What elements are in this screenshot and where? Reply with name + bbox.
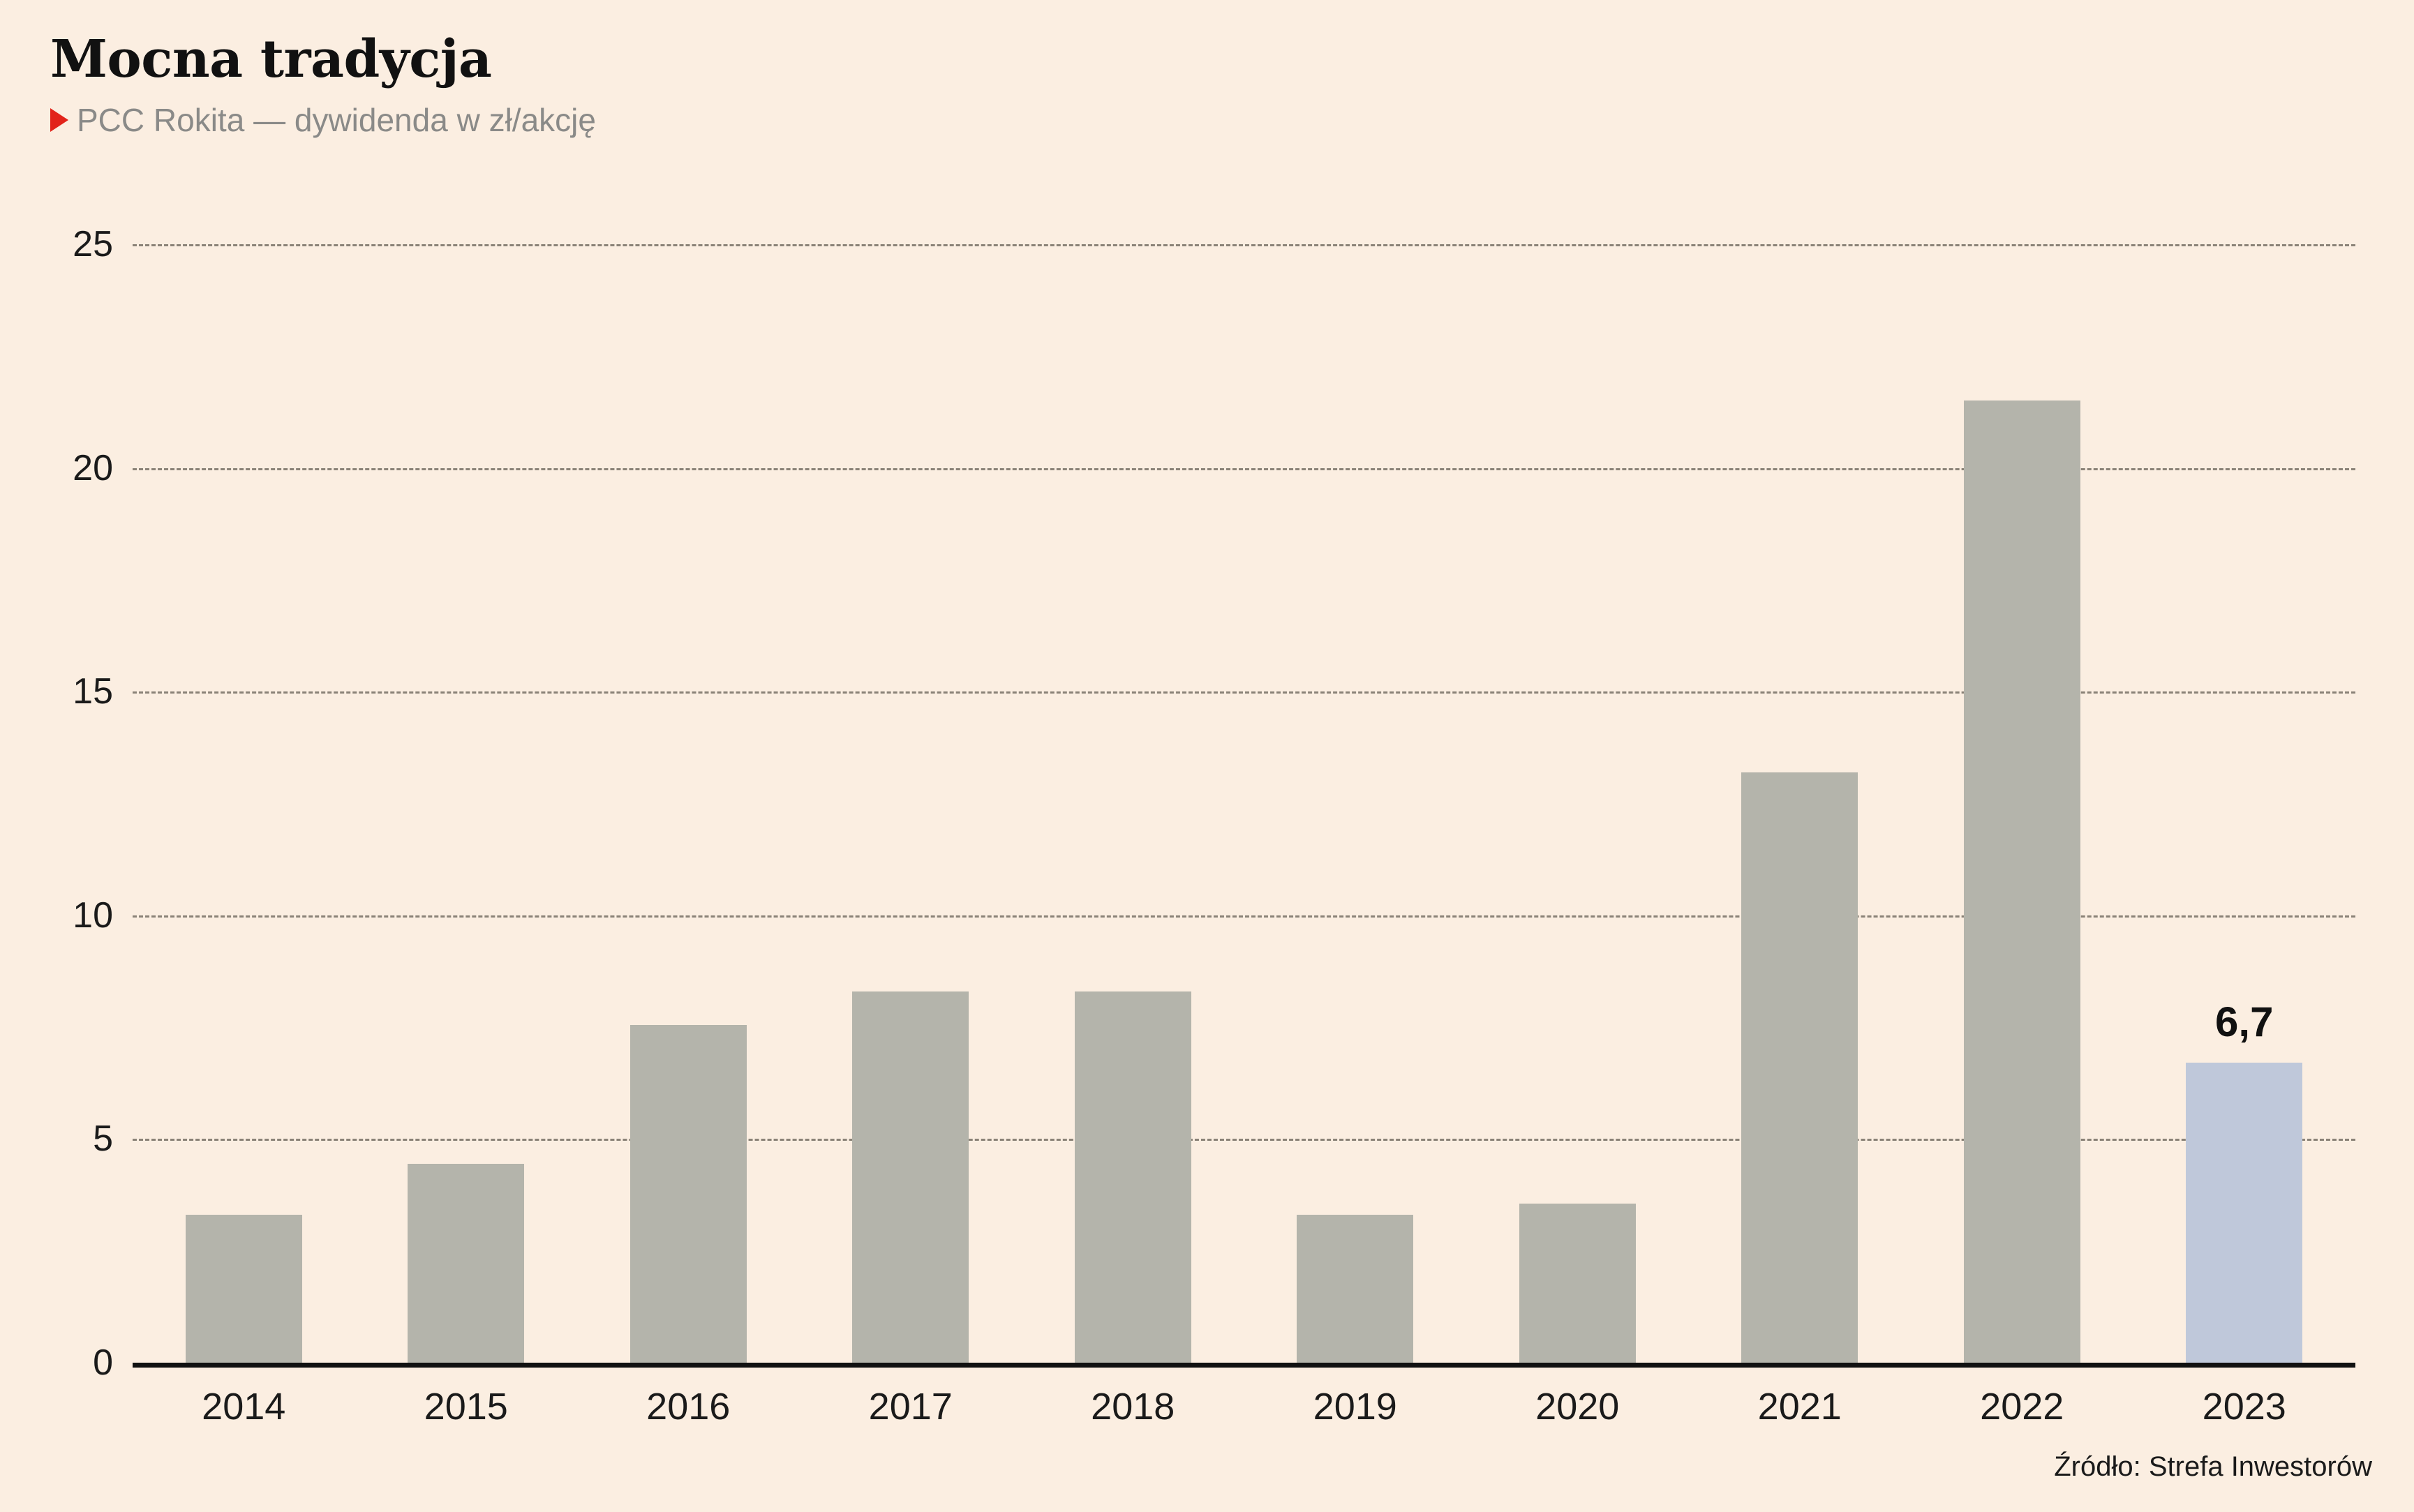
gridline [133, 691, 2355, 694]
x-axis-tick-label-2020: 2020 [1535, 1386, 1620, 1428]
source-note: Źródło: Strefa Inwestorów [2054, 1451, 2372, 1482]
x-axis-tick-label-2017: 2017 [868, 1386, 953, 1428]
x-axis-tick-label-2015: 2015 [424, 1386, 508, 1428]
y-axis-tick-label: 20 [73, 447, 113, 488]
page-title: Mocna tradycja [50, 29, 492, 89]
y-axis-tick-label: 10 [73, 895, 113, 936]
bar-2022[interactable] [1963, 401, 2080, 1363]
bar-2017[interactable] [852, 991, 969, 1363]
bar-2021[interactable] [1741, 772, 1858, 1363]
x-axis-tick-label-2022: 2022 [1980, 1386, 2064, 1428]
gridline [133, 1139, 2355, 1142]
x-axis-tick-label-2021: 2021 [1757, 1386, 1842, 1428]
x-axis-line [133, 1363, 2355, 1368]
chart-subtitle: PCC Rokita — dywidenda w zł/akcję [77, 102, 596, 138]
x-axis-tick-label-2016: 2016 [646, 1386, 731, 1428]
bar-2018[interactable] [1074, 991, 1191, 1363]
y-axis-tick-label: 0 [93, 1342, 113, 1383]
y-axis-tick-label: 15 [73, 671, 113, 712]
x-axis-tick-label-2023: 2023 [2202, 1386, 2286, 1428]
chart-header: Mocna tradycja PCC Rokita — dywidenda w … [50, 31, 1446, 137]
bar-2019[interactable] [1297, 1215, 1414, 1363]
bar-2023[interactable] [2186, 1063, 2303, 1363]
y-axis-tick-label: 25 [73, 224, 113, 264]
bar-2015[interactable] [408, 1163, 525, 1363]
y-axis-tick-label: 5 [93, 1118, 113, 1160]
x-axis-tick-label-2014: 2014 [202, 1386, 286, 1428]
bar-2020[interactable] [1519, 1204, 1636, 1363]
bar-2016[interactable] [629, 1024, 747, 1363]
gridline [133, 915, 2355, 918]
gridline [133, 467, 2355, 470]
bar-value-label-2023: 6,7 [2215, 998, 2274, 1046]
bar-2014[interactable] [185, 1215, 302, 1363]
x-axis-tick-label-2018: 2018 [1091, 1386, 1175, 1428]
chart-subtitle-row: PCC Rokita — dywidenda w zł/akcję [50, 103, 1446, 137]
gridline [133, 244, 2355, 246]
triangle-marker-icon [50, 108, 68, 132]
x-axis-tick-label-2019: 2019 [1313, 1386, 1397, 1428]
